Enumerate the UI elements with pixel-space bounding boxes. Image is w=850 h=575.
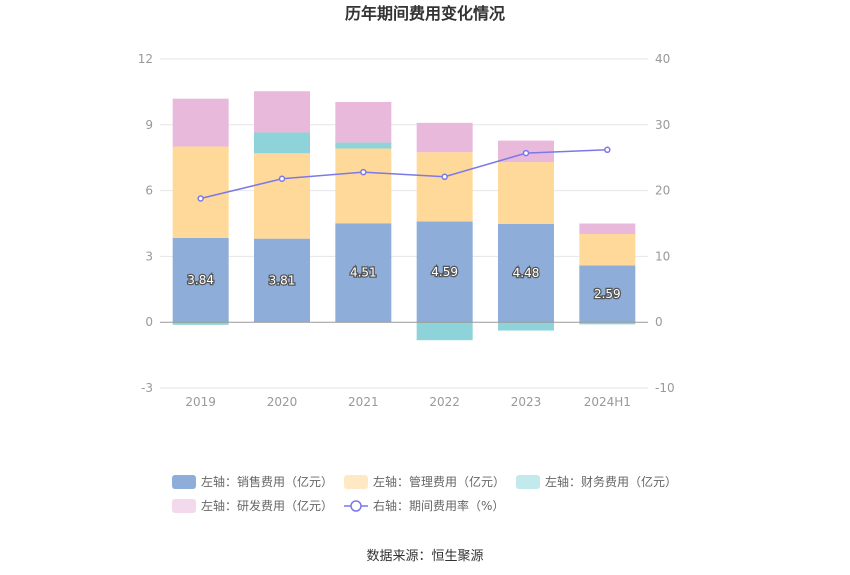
legend-label: 左轴：销售费用（亿元）: [201, 474, 333, 489]
legend-swatch: [172, 499, 196, 513]
right-axis-ticks: -10 0 10 20 30 40: [655, 52, 675, 395]
bar-sales-2020: [254, 238, 310, 323]
ratio-point-2024H1: [604, 146, 611, 154]
data-label: 3.81: [269, 273, 296, 287]
legend-label: 右轴：期间费用率（%）: [373, 498, 504, 513]
legend: 左轴：销售费用（亿元） 左轴：管理费用（亿元） 左轴：财务费用（亿元） 左轴：研发费用…: [172, 474, 677, 513]
x-tick-label: 2022: [429, 395, 460, 409]
data-label: 2.59: [594, 287, 621, 301]
right-tick-label: 30: [655, 118, 670, 132]
right-tick-label: 0: [655, 315, 663, 329]
bar-sales-2023: [498, 223, 554, 323]
legend-label: 左轴：研发费用（亿元）: [201, 498, 333, 513]
bar-rnd-2022: [416, 122, 473, 153]
left-axis-ticks: -3 0 3 6 9 12: [138, 52, 153, 395]
legend-swatch-marker: [350, 500, 362, 512]
legend-swatch: [344, 475, 368, 489]
left-tick-label: 0: [145, 315, 153, 329]
stacked-bars: [172, 91, 636, 341]
bar-finance-2023: [498, 322, 554, 331]
right-tick-label: 20: [655, 184, 670, 198]
x-tick-label: 2023: [511, 395, 542, 409]
chart-title: 历年期间费用变化情况: [345, 4, 505, 23]
bar-admin-2022: [416, 152, 473, 222]
data-label: 4.59: [431, 265, 458, 279]
left-tick-label: 9: [145, 118, 153, 132]
bar-finance-2020: [254, 132, 310, 154]
ratio-point-2023: [522, 149, 530, 157]
data-label: 4.51: [350, 266, 377, 280]
bar-admin-2023: [498, 162, 554, 224]
grid-lines: [160, 58, 648, 389]
bar-rnd-2021: [335, 101, 392, 143]
bar-sales-2021: [335, 223, 392, 323]
ratio-point-2020: [278, 175, 286, 183]
data-label: 3.84: [187, 273, 214, 287]
x-axis-ticks: 2019 2020 2021 2022 2023 2024H1: [185, 395, 631, 409]
ratio-point-2022: [441, 173, 448, 181]
ratio-point-2021: [360, 168, 367, 176]
left-tick-label: 3: [145, 249, 153, 263]
legend-label: 左轴：管理费用（亿元）: [373, 474, 505, 489]
right-tick-label: 10: [655, 249, 670, 263]
bar-rnd-2024H1: [579, 223, 636, 235]
bar-finance-2024H1: [579, 322, 636, 325]
legend-label: 左轴：财务费用（亿元）: [545, 474, 677, 489]
bar-sales-2019: [172, 237, 229, 323]
expense-ratio-line: [197, 146, 611, 202]
bar-admin-2021: [335, 148, 392, 224]
legend-swatch: [516, 475, 540, 489]
bar-sales-2024H1: [579, 265, 636, 323]
bar-admin-2019: [172, 146, 229, 238]
right-tick-label: -10: [655, 381, 675, 395]
data-source: 数据来源：恒生聚源: [366, 549, 483, 564]
x-tick-label: 2024H1: [584, 395, 631, 409]
bar-finance-2019: [172, 322, 229, 325]
x-tick-label: 2019: [185, 395, 216, 409]
data-label: 4.48: [513, 266, 540, 280]
bar-rnd-2020: [254, 91, 310, 133]
bar-sales-2022: [416, 221, 473, 323]
x-tick-label: 2021: [348, 395, 379, 409]
left-tick-label: 6: [145, 184, 153, 198]
ratio-line-path: [200, 149, 608, 200]
right-tick-label: 40: [655, 52, 670, 66]
left-tick-label: 12: [138, 52, 153, 66]
left-tick-label: -3: [141, 381, 153, 395]
bar-admin-2020: [254, 153, 310, 239]
bar-rnd-2019: [172, 98, 229, 147]
x-tick-label: 2020: [267, 395, 298, 409]
bar-finance-2022: [416, 322, 473, 341]
legend-swatch: [172, 475, 196, 489]
sales-expense-labels: 3.84 3.81 4.51 4.59 4.48 2.59: [186, 264, 622, 302]
bar-finance-2021: [335, 142, 392, 149]
bar-admin-2024H1: [579, 234, 636, 266]
ratio-point-2019: [197, 195, 204, 202]
